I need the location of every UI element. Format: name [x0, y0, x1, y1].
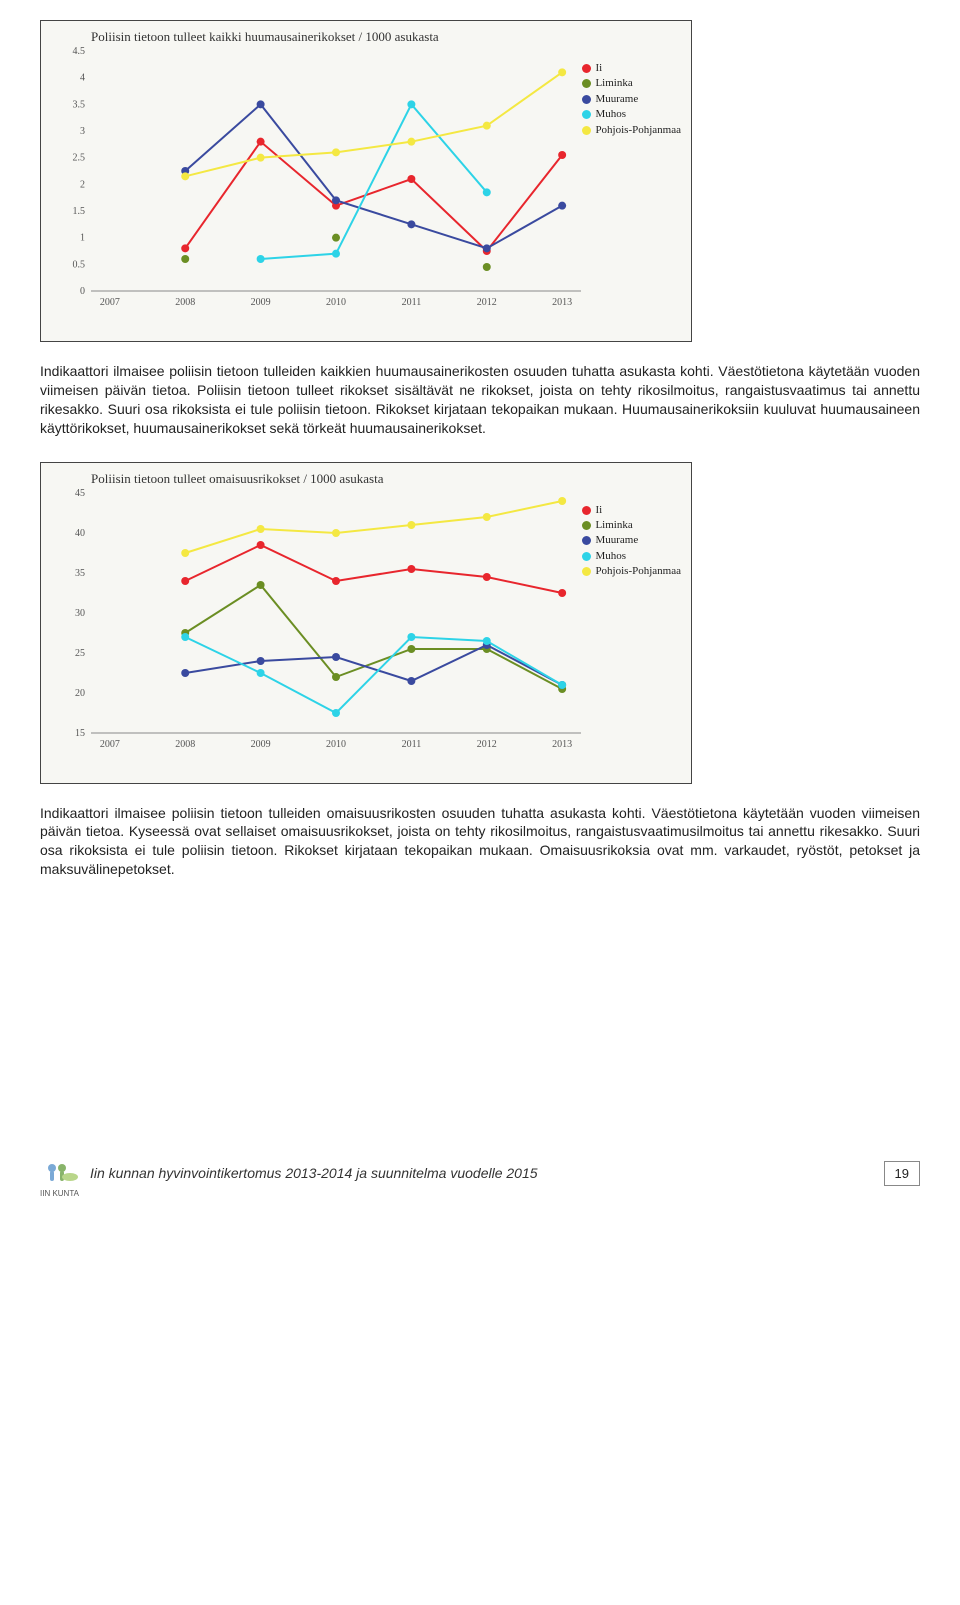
page-footer: IIN KUNTA Iin kunnan hyvinvointikertomus… [40, 1159, 920, 1187]
svg-text:4.5: 4.5 [73, 46, 86, 57]
svg-text:2009: 2009 [251, 297, 271, 308]
svg-text:2013: 2013 [552, 297, 572, 308]
legend-item: Ii [582, 503, 681, 518]
property-offences-chart: Poliisin tietoon tulleet omaisuusrikokse… [40, 462, 692, 784]
svg-text:2008: 2008 [175, 297, 195, 308]
legend-label: Liminka [595, 519, 632, 531]
municipality-logo-icon: IIN KUNTA [40, 1159, 80, 1187]
legend-item: Liminka [582, 518, 681, 533]
legend-label: Pohjois-Pohjanmaa [595, 565, 681, 577]
paragraph-1: Indikaattori ilmaisee poliisin tietoon t… [40, 362, 920, 438]
footer-title: Iin kunnan hyvinvointikertomus 2013-2014… [90, 1165, 538, 1181]
svg-text:40: 40 [75, 528, 85, 539]
svg-text:0.5: 0.5 [73, 259, 86, 270]
chart1-plot: 00.511.522.533.544.520072008200920102011… [91, 51, 581, 311]
svg-text:25: 25 [75, 648, 85, 659]
chart2-legend: Ii Liminka Muurame Muhos Pohjois-Pohjanmaa [582, 503, 681, 580]
svg-text:20: 20 [75, 688, 85, 699]
chart1-legend: Ii Liminka Muurame Muhos Pohjois-Pohjanmaa [582, 61, 681, 138]
svg-text:0: 0 [80, 286, 85, 297]
svg-text:3: 3 [80, 126, 85, 137]
svg-text:2: 2 [80, 179, 85, 190]
legend-label: Ii [595, 62, 602, 74]
svg-text:2007: 2007 [100, 739, 120, 750]
legend-item: Muurame [582, 533, 681, 548]
svg-text:1: 1 [80, 233, 85, 244]
svg-text:35: 35 [75, 568, 85, 579]
drug-offences-chart: Poliisin tietoon tulleet kaikki huumausa… [40, 20, 692, 342]
legend-item: Muhos [582, 107, 681, 122]
legend-item: Muurame [582, 92, 681, 107]
svg-text:45: 45 [75, 488, 85, 499]
svg-text:30: 30 [75, 608, 85, 619]
legend-label: Ii [595, 504, 602, 516]
svg-text:2.5: 2.5 [73, 153, 86, 164]
svg-text:4: 4 [80, 73, 85, 84]
legend-label: Muurame [595, 534, 638, 546]
svg-text:2010: 2010 [326, 739, 346, 750]
svg-text:2011: 2011 [402, 297, 422, 308]
svg-text:15: 15 [75, 728, 85, 739]
svg-text:2012: 2012 [477, 297, 497, 308]
svg-text:1.5: 1.5 [73, 206, 86, 217]
svg-text:3.5: 3.5 [73, 99, 86, 110]
legend-label: Muhos [595, 550, 626, 562]
chart2-title: Poliisin tietoon tulleet omaisuusrikokse… [91, 471, 383, 487]
svg-text:2007: 2007 [100, 297, 120, 308]
legend-label: Pohjois-Pohjanmaa [595, 124, 681, 136]
svg-text:2010: 2010 [326, 297, 346, 308]
page-number: 19 [884, 1161, 920, 1186]
chart2-plot: 1520253035404520072008200920102011201220… [91, 493, 581, 753]
legend-label: Liminka [595, 77, 632, 89]
chart1-title: Poliisin tietoon tulleet kaikki huumausa… [91, 29, 439, 45]
logo-text: IIN KUNTA [40, 1190, 80, 1198]
legend-item: Muhos [582, 549, 681, 564]
legend-item: Liminka [582, 76, 681, 91]
legend-label: Muurame [595, 93, 638, 105]
svg-text:2009: 2009 [251, 739, 271, 750]
svg-text:2008: 2008 [175, 739, 195, 750]
legend-item: Pohjois-Pohjanmaa [582, 564, 681, 579]
paragraph-2: Indikaattori ilmaisee poliisin tietoon t… [40, 804, 920, 880]
svg-text:2013: 2013 [552, 739, 572, 750]
legend-item: Ii [582, 61, 681, 76]
legend-item: Pohjois-Pohjanmaa [582, 123, 681, 138]
legend-label: Muhos [595, 108, 626, 120]
svg-text:2012: 2012 [477, 739, 497, 750]
svg-text:2011: 2011 [402, 739, 422, 750]
